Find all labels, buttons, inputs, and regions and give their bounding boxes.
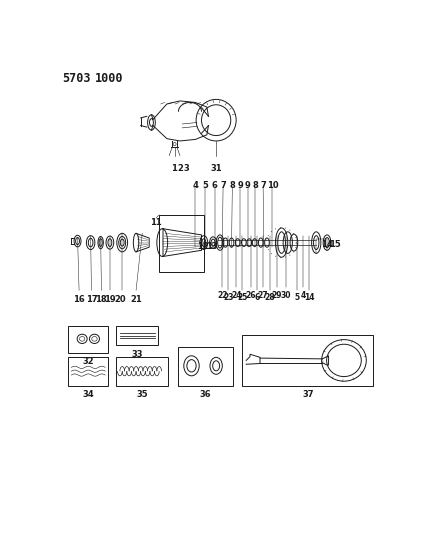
Text: 36: 36: [199, 391, 211, 399]
Text: 17: 17: [85, 295, 97, 304]
Bar: [68, 326, 108, 353]
Text: 19: 19: [104, 295, 115, 304]
Text: 10: 10: [266, 181, 277, 190]
Bar: [159, 215, 203, 272]
Text: 8: 8: [229, 181, 235, 190]
Text: 33: 33: [131, 350, 142, 359]
Text: 29: 29: [271, 291, 282, 300]
Text: 32: 32: [82, 357, 94, 366]
Text: 14: 14: [303, 294, 314, 302]
Text: 8: 8: [252, 181, 258, 190]
Text: 6: 6: [211, 181, 217, 190]
Bar: [68, 357, 108, 386]
Text: 12: 12: [197, 242, 208, 251]
Text: 35: 35: [136, 391, 148, 399]
Text: 20: 20: [115, 295, 126, 304]
Text: 25: 25: [236, 294, 247, 302]
Text: 28: 28: [264, 294, 275, 302]
Text: 6: 6: [254, 294, 259, 302]
Bar: [116, 357, 168, 386]
Text: 21: 21: [130, 295, 141, 304]
Text: 14: 14: [320, 239, 332, 248]
Text: 1: 1: [170, 164, 176, 173]
Text: 7: 7: [259, 181, 265, 190]
Text: 37: 37: [301, 391, 313, 399]
Text: 13: 13: [206, 242, 218, 251]
Text: 26: 26: [245, 291, 256, 300]
Text: 1000: 1000: [94, 71, 123, 85]
Text: 2: 2: [177, 164, 182, 173]
Bar: [242, 335, 372, 386]
Text: 16: 16: [73, 295, 85, 304]
Text: 9: 9: [236, 181, 242, 190]
Text: 18: 18: [95, 295, 106, 304]
Text: 27: 27: [257, 291, 268, 300]
Text: 5703: 5703: [62, 71, 90, 85]
Text: 4: 4: [300, 291, 305, 300]
Text: 11: 11: [150, 218, 161, 227]
Text: 5: 5: [294, 294, 299, 302]
Text: 34: 34: [82, 391, 94, 399]
Text: 23: 23: [223, 294, 233, 302]
Text: 9: 9: [244, 181, 250, 190]
Bar: [116, 326, 158, 345]
Text: 5: 5: [202, 181, 208, 190]
Text: 3: 3: [183, 164, 189, 173]
Text: 22: 22: [216, 291, 227, 300]
Bar: [177, 346, 233, 386]
Text: 7: 7: [220, 181, 225, 190]
Text: 4: 4: [192, 181, 198, 190]
Text: 31: 31: [210, 164, 222, 173]
Text: 15: 15: [328, 239, 340, 248]
Text: 24: 24: [230, 291, 241, 300]
Text: 30: 30: [280, 291, 291, 300]
